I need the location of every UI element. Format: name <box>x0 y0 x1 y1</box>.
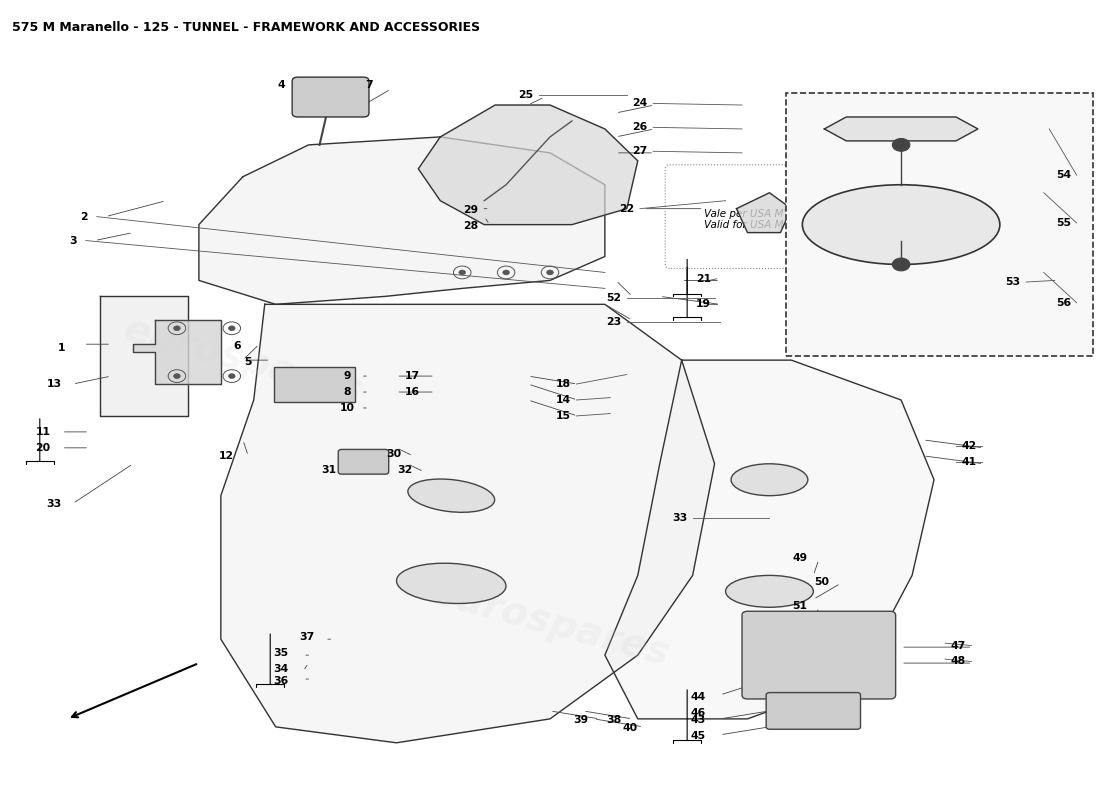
FancyBboxPatch shape <box>767 693 860 730</box>
Text: 31: 31 <box>321 465 336 475</box>
Polygon shape <box>605 360 934 719</box>
Text: 8: 8 <box>343 387 351 397</box>
Text: eurospares: eurospares <box>119 310 366 410</box>
Text: 4: 4 <box>277 80 285 90</box>
Text: 24: 24 <box>632 98 648 109</box>
Text: 3: 3 <box>69 235 77 246</box>
FancyBboxPatch shape <box>338 450 388 474</box>
Text: 7: 7 <box>365 80 373 90</box>
Text: 43: 43 <box>691 715 706 726</box>
Text: 11: 11 <box>35 427 51 437</box>
Polygon shape <box>737 193 791 233</box>
Text: 12: 12 <box>219 451 234 461</box>
Text: 22: 22 <box>619 204 635 214</box>
Text: 21: 21 <box>696 274 712 284</box>
Text: 42: 42 <box>961 442 977 451</box>
Text: 2: 2 <box>80 212 88 222</box>
Circle shape <box>892 138 910 151</box>
Text: 30: 30 <box>386 450 402 459</box>
Text: 27: 27 <box>632 146 648 156</box>
Ellipse shape <box>802 185 1000 265</box>
Polygon shape <box>418 105 638 225</box>
Text: 53: 53 <box>1005 277 1021 287</box>
Text: 39: 39 <box>573 715 588 726</box>
Text: 5: 5 <box>244 357 252 366</box>
Text: 49: 49 <box>793 553 807 563</box>
Polygon shape <box>221 304 715 743</box>
Circle shape <box>229 374 235 378</box>
Circle shape <box>503 270 509 275</box>
Text: 29: 29 <box>463 206 478 215</box>
Text: 32: 32 <box>397 465 412 475</box>
Text: 48: 48 <box>950 657 966 666</box>
Polygon shape <box>199 137 605 304</box>
Ellipse shape <box>726 575 813 607</box>
Text: 28: 28 <box>463 222 478 231</box>
Polygon shape <box>100 296 188 416</box>
Text: 33: 33 <box>46 498 62 509</box>
Text: 56: 56 <box>1056 298 1071 308</box>
Text: 34: 34 <box>274 664 289 674</box>
Text: 52: 52 <box>606 293 621 303</box>
Text: 47: 47 <box>950 641 966 650</box>
Text: 40: 40 <box>623 723 638 734</box>
Text: 26: 26 <box>632 122 648 132</box>
Ellipse shape <box>732 464 807 496</box>
Circle shape <box>459 270 465 275</box>
Text: 20: 20 <box>35 443 51 453</box>
Circle shape <box>174 326 180 330</box>
Text: 37: 37 <box>299 632 314 642</box>
Text: 41: 41 <box>961 457 977 467</box>
Text: 55: 55 <box>1056 218 1071 228</box>
Text: 33: 33 <box>672 513 688 523</box>
Text: 18: 18 <box>556 379 571 389</box>
Text: 35: 35 <box>274 648 288 658</box>
Text: 17: 17 <box>405 371 420 381</box>
Circle shape <box>229 326 235 330</box>
Text: 50: 50 <box>815 577 829 586</box>
Text: 51: 51 <box>793 601 807 610</box>
Text: 9: 9 <box>343 371 351 381</box>
Text: 36: 36 <box>274 676 289 686</box>
Text: 38: 38 <box>606 715 621 726</box>
Text: Vale per USA MY 2004
Valid for USA MY 2004: Vale per USA MY 2004 Valid for USA MY 20… <box>704 209 820 230</box>
Text: 13: 13 <box>46 379 62 389</box>
Text: 575 M Maranello - 125 - TUNNEL - FRAMEWORK AND ACCESSORIES: 575 M Maranello - 125 - TUNNEL - FRAMEWO… <box>12 22 481 34</box>
FancyBboxPatch shape <box>274 366 354 402</box>
Text: 25: 25 <box>518 90 534 101</box>
Text: OPTIONAL: OPTIONAL <box>900 105 979 119</box>
Circle shape <box>174 374 180 378</box>
FancyBboxPatch shape <box>293 77 368 117</box>
Circle shape <box>892 258 910 271</box>
Ellipse shape <box>408 479 495 512</box>
Text: 1: 1 <box>58 343 66 353</box>
FancyBboxPatch shape <box>785 93 1093 356</box>
Text: eurospares: eurospares <box>427 573 673 674</box>
Text: 44: 44 <box>691 691 706 702</box>
Text: 19: 19 <box>696 299 711 310</box>
Text: 14: 14 <box>556 395 571 405</box>
Text: 45: 45 <box>691 731 706 742</box>
Polygon shape <box>824 117 978 141</box>
Text: 16: 16 <box>405 387 420 397</box>
FancyBboxPatch shape <box>742 611 895 699</box>
Text: 6: 6 <box>233 341 241 350</box>
Circle shape <box>547 270 553 275</box>
Text: 10: 10 <box>340 403 354 413</box>
Text: 54: 54 <box>1056 170 1071 180</box>
Text: 46: 46 <box>691 707 706 718</box>
Ellipse shape <box>396 563 506 603</box>
Text: 15: 15 <box>556 411 571 421</box>
Polygon shape <box>133 320 221 384</box>
Text: 23: 23 <box>606 317 621 327</box>
